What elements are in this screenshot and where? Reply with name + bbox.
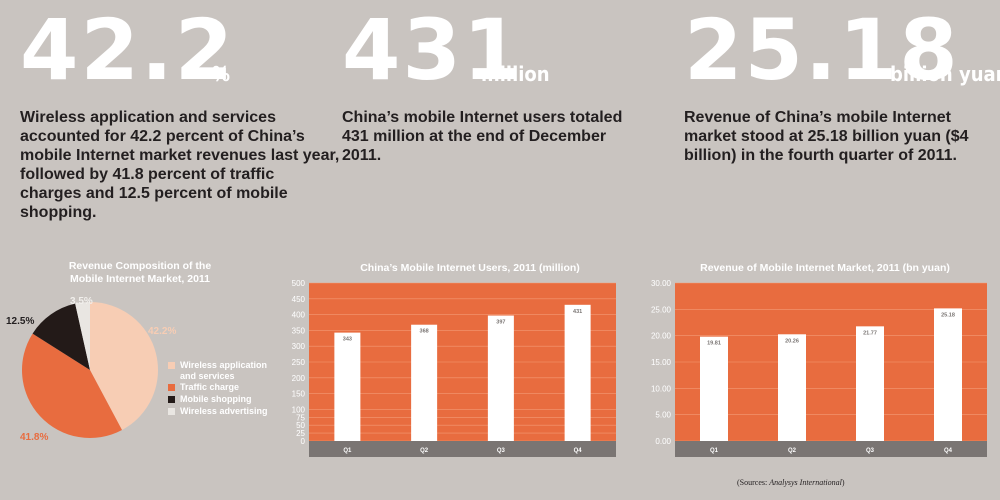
- y-tick-label: 100: [292, 405, 306, 414]
- y-tick-label: 25.00: [651, 305, 672, 314]
- x-tick-label: Q2: [420, 448, 429, 454]
- source-name: Analysys International: [769, 478, 842, 487]
- pie-chart-title-line: Revenue Composition of the: [68, 260, 212, 272]
- legend-item-advertising: Wireless advertising: [168, 406, 267, 418]
- y-tick-label: 150: [292, 390, 306, 399]
- legend-swatch: [168, 384, 175, 391]
- y-tick-label: 0: [301, 437, 306, 446]
- bar: [334, 332, 361, 441]
- x-tick-label: Q1: [710, 448, 719, 454]
- source-prefix: (Sources:: [737, 478, 770, 487]
- legend-item-shopping: Mobile shopping: [168, 394, 267, 406]
- bar-value-label: 343: [343, 337, 352, 343]
- legend-item-traffic: Traffic charge: [168, 382, 267, 394]
- legend-label: and services: [180, 371, 235, 381]
- pie-slice-label: 12.5%: [6, 316, 34, 327]
- y-tick-label: 500: [292, 279, 306, 288]
- y-tick-label: 350: [292, 326, 306, 335]
- y-tick-label: 0.00: [655, 437, 671, 446]
- legend-label: Mobile shopping: [180, 394, 252, 404]
- legend-label: Wireless advertising: [180, 406, 268, 416]
- stat-unit: %: [212, 62, 231, 86]
- bar-value-label: 397: [496, 320, 505, 326]
- stat-value: 431: [342, 1, 524, 99]
- y-tick-label: 15.00: [651, 358, 672, 367]
- x-tick-label: Q4: [944, 448, 953, 454]
- pie-legend: Wireless application and services Traffi…: [168, 360, 267, 418]
- y-tick-label: 450: [292, 295, 306, 304]
- x-tick-label: Q1: [343, 448, 352, 454]
- legend-swatch: [168, 408, 175, 415]
- stat-description: Revenue of China’s mobile Internet marke…: [684, 109, 969, 164]
- legend-item-wireless-app: Wireless application and services: [168, 360, 267, 382]
- y-tick-label: 200: [292, 374, 306, 383]
- bar-value-label: 20.26: [785, 338, 799, 344]
- y-tick-label: 75: [296, 413, 305, 422]
- y-tick-label: 300: [292, 342, 306, 351]
- legend-label: Traffic charge: [180, 382, 240, 392]
- revenue-chart-title: Revenue of Mobile Internet Market, 2011 …: [700, 262, 950, 274]
- pie-slice-label: 3.5%: [70, 296, 93, 307]
- pie-slice: [22, 333, 123, 438]
- y-tick-label: 5.00: [655, 411, 671, 420]
- x-tick-label: Q2: [788, 448, 797, 454]
- users-chart-title: China’s Mobile Internet Users, 2011 (mil…: [360, 262, 580, 274]
- pie-chart-title: Revenue Composition of the Mobile Intern…: [40, 260, 240, 286]
- legend-swatch: [168, 396, 175, 403]
- bar-value-label: 431: [573, 309, 582, 315]
- stat-description: Wireless application and services accoun…: [20, 109, 340, 221]
- pie-chart: 42.2% 41.8% 12.5% 3.5%: [6, 296, 176, 443]
- bar-value-label: 25.18: [941, 312, 955, 318]
- bar-value-label: 19.81: [707, 341, 721, 347]
- pie-slice-label: 42.2%: [148, 326, 176, 337]
- stat-unit: million: [481, 62, 550, 86]
- source-note: (Sources: Analysys International): [737, 478, 845, 487]
- pie-slice: [90, 302, 158, 430]
- pie-slice-label: 41.8%: [20, 432, 48, 443]
- source-suffix: ): [841, 478, 845, 487]
- pie-chart-title-line: Mobile Internet Market, 2011: [69, 273, 211, 285]
- bar-value-label: 21.77: [863, 330, 877, 336]
- stat-unit: billion yuan: [890, 62, 1000, 86]
- y-tick-label: 30.00: [651, 279, 672, 288]
- pie-slice: [32, 303, 90, 370]
- y-tick-label: 400: [292, 311, 306, 320]
- y-tick-label: 250: [292, 358, 306, 367]
- bar: [856, 326, 884, 441]
- bar: [487, 315, 514, 441]
- bar: [411, 324, 438, 441]
- legend-swatch: [168, 362, 175, 369]
- x-tick-label: Q3: [497, 448, 506, 454]
- bar: [934, 308, 962, 441]
- stat-description: China’s mobile Internet users totaled 43…: [342, 109, 623, 164]
- x-axis-band: [309, 441, 616, 457]
- bar: [700, 336, 728, 441]
- x-tick-label: Q4: [574, 448, 583, 454]
- x-tick-label: Q3: [866, 448, 875, 454]
- bar: [564, 304, 591, 441]
- x-axis-band: [675, 441, 987, 457]
- bar: [778, 334, 806, 441]
- stat-value: 25.18: [684, 1, 960, 99]
- pie-slice: [75, 302, 90, 370]
- bar-value-label: 368: [420, 329, 429, 335]
- legend-label: Wireless application: [180, 360, 267, 370]
- y-tick-label: 25: [296, 429, 305, 438]
- stat-value: 42.2: [20, 1, 236, 99]
- y-tick-label: 50: [296, 421, 305, 430]
- revenue-bar-chart: 0.00 5.00 10.00 15.00 20.00 25.00 30.00 19.81 Q1…: [651, 279, 987, 457]
- y-tick-label: 10.00: [651, 384, 672, 393]
- y-tick-label: 20.00: [651, 332, 672, 341]
